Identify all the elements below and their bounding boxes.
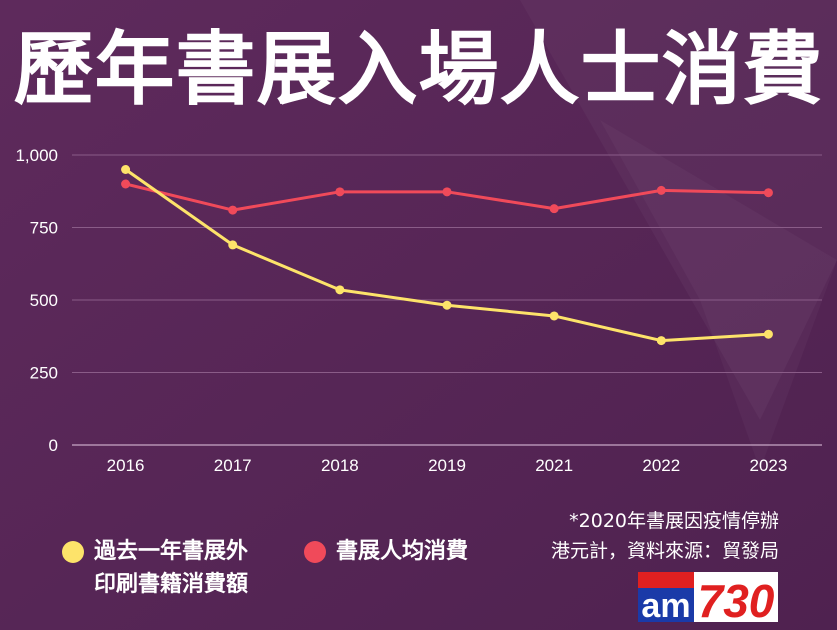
data-point [442, 187, 452, 197]
x-tick-label: 2019 [428, 456, 466, 475]
data-point [549, 204, 559, 214]
x-tick-label: 2023 [750, 456, 788, 475]
gridlines [72, 154, 822, 446]
data-point [228, 240, 238, 250]
y-tick-label: 1,000 [15, 146, 58, 165]
chart-title: 歷年書展入場人士消費 [13, 23, 824, 116]
x-tick-label: 2021 [535, 456, 573, 475]
y-tick-label: 500 [30, 291, 58, 310]
data-point [228, 205, 238, 215]
series-0 [121, 165, 773, 346]
x-axis-ticks: 2016 2017 2018 2019 2021 2022 2023 [107, 456, 788, 475]
data-point [656, 336, 666, 346]
data-point [121, 179, 131, 189]
legend-label-print-spending-line1: 過去一年書展外 [94, 539, 249, 564]
data-point [121, 165, 131, 174]
series-group [121, 165, 773, 346]
series-1 [121, 179, 773, 215]
data-point [763, 188, 773, 198]
data-point [763, 329, 773, 339]
legend-label-per-capita-spending: 書展人均消費 [336, 539, 469, 564]
footnote-line1: *2020年書展因疫情停辦 [569, 510, 779, 532]
data-point [549, 311, 559, 321]
x-tick-label: 2017 [214, 456, 252, 475]
footnote-line2: 港元計，資料來源：貿發局 [550, 540, 779, 562]
legend-marker-yellow [62, 541, 84, 563]
legend-label-print-spending-line2: 印刷書籍消費額 [94, 572, 249, 597]
y-tick-label: 750 [30, 219, 58, 238]
y-tick-label: 250 [30, 364, 58, 383]
x-tick-label: 2016 [107, 456, 145, 475]
data-point [656, 185, 666, 195]
legend-marker-red [304, 541, 326, 563]
y-axis-ticks: 0 250 500 750 1,000 [15, 146, 58, 455]
logo-am-text: am [641, 587, 690, 622]
x-tick-label: 2022 [642, 456, 680, 475]
data-point [335, 285, 345, 295]
line-chart: 0 250 500 750 1,000 2016 2017 2018 2019 2021 2022… [15, 146, 822, 475]
data-point [335, 187, 345, 197]
x-tick-label: 2018 [321, 456, 359, 475]
data-point [442, 300, 452, 310]
logo-number-text: 730 [698, 575, 775, 622]
am730-logo: am 730 [638, 572, 778, 622]
y-tick-label: 0 [49, 436, 58, 455]
